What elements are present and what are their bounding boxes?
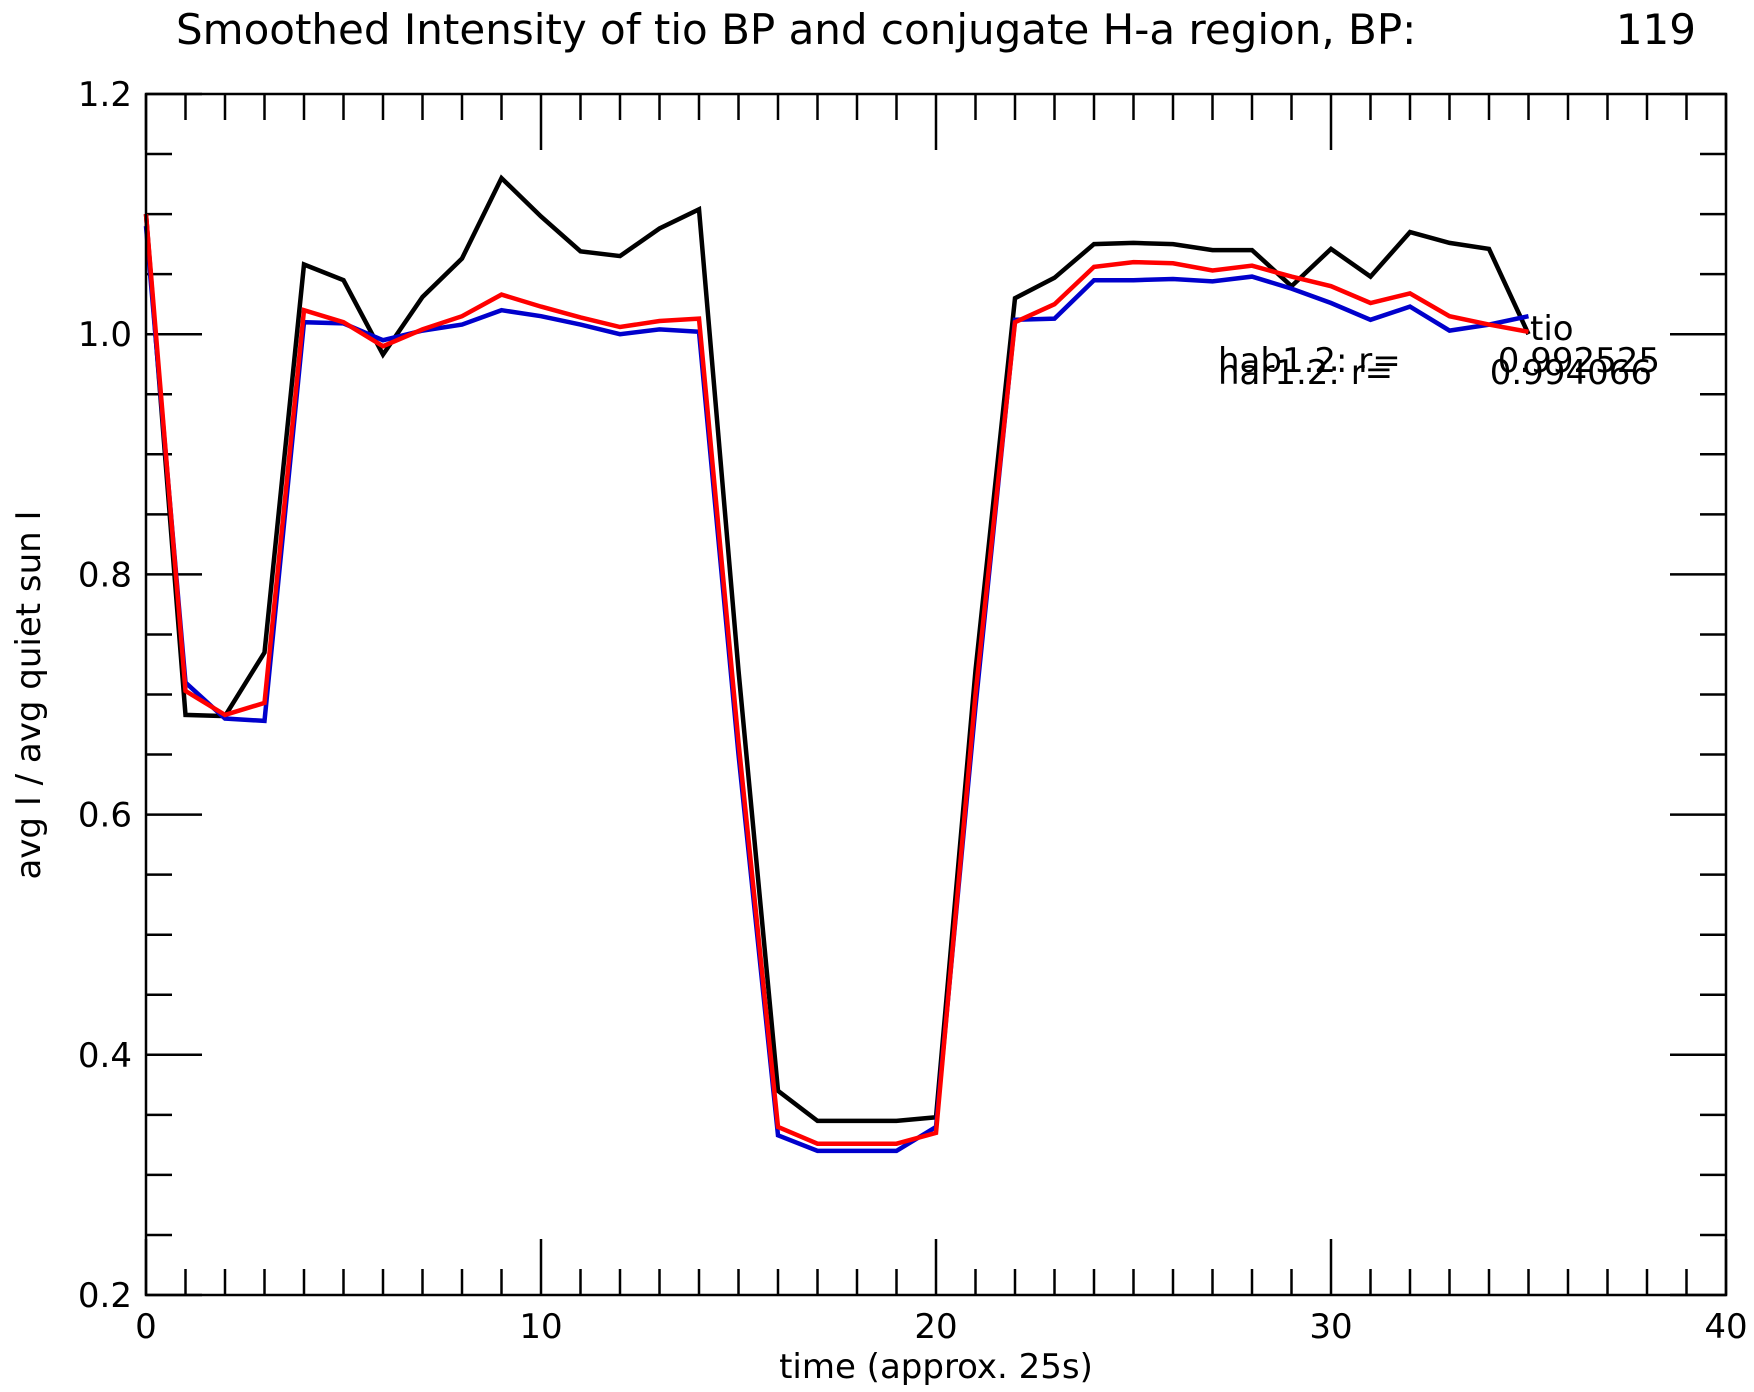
annotation-har-label: har1.2: r= <box>1218 353 1393 393</box>
series-line-hab1-2 <box>143 225 1529 1154</box>
x-tick-label: 20 <box>914 1307 957 1347</box>
x-axis-label: time (approx. 25s) <box>779 1347 1093 1387</box>
annotation-hab-label: hab1.2: r= <box>1218 341 1401 381</box>
series-line-har1-2 <box>143 213 1529 1146</box>
tick-labels: 0 10 20 30 40 0.2 0.4 0.6 0.8 1.0 1.2 <box>78 75 1748 1347</box>
chart-title-value: 119 <box>1616 5 1696 54</box>
x-tick-label: 30 <box>1309 1307 1352 1347</box>
y-tick-label: 1.2 <box>78 75 132 115</box>
x-tick-label: 0 <box>135 1307 157 1347</box>
series-label-tio: tio <box>1530 309 1574 349</box>
series-line-tio <box>143 174 1531 1124</box>
x-tick-label: 10 <box>519 1307 562 1347</box>
y-tick-label: 0.8 <box>78 555 132 595</box>
series-layer <box>143 174 1531 1154</box>
y-tick-label: 1.0 <box>78 315 132 355</box>
chart-title: Smoothed Intensity of tio BP and conjuga… <box>176 5 1416 54</box>
y-tick-label: 0.4 <box>78 1036 132 1076</box>
y-tick-label: 0.2 <box>78 1276 132 1316</box>
x-tick-label: 40 <box>1704 1307 1747 1347</box>
y-axis-label: avg I / avg quiet sun I <box>9 510 49 879</box>
annotation-har-value: 0.994066 <box>1490 353 1652 393</box>
annotation-hab-value: 0.992525 <box>1498 341 1660 381</box>
plot-frame <box>144 92 1728 1297</box>
y-tick-label: 0.6 <box>78 796 132 836</box>
